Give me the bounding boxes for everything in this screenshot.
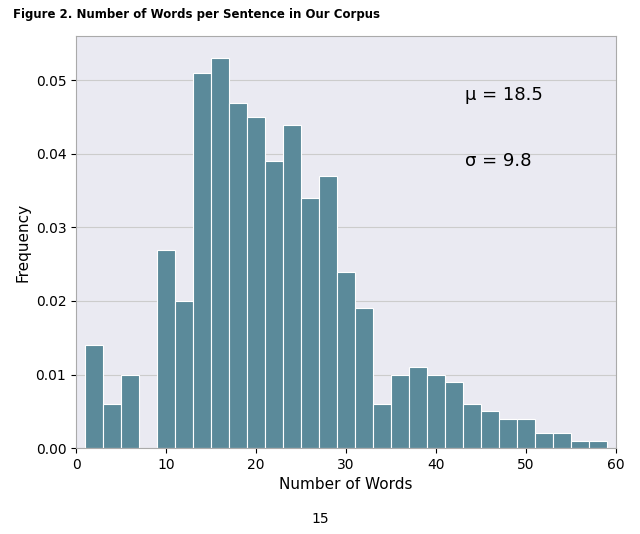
Bar <box>409 367 427 448</box>
Bar <box>211 58 229 448</box>
Bar <box>301 198 319 448</box>
Bar <box>265 161 283 448</box>
Bar <box>103 404 121 448</box>
Bar <box>445 382 463 448</box>
Bar <box>283 124 301 448</box>
Text: μ = 18.5: μ = 18.5 <box>465 86 543 104</box>
Text: Figure 2. Number of Words per Sentence in Our Corpus: Figure 2. Number of Words per Sentence i… <box>13 8 380 21</box>
Bar <box>499 419 517 448</box>
Bar <box>517 419 535 448</box>
Bar <box>157 249 175 448</box>
Bar <box>229 103 247 448</box>
Bar <box>391 374 409 448</box>
Bar <box>463 404 481 448</box>
Bar <box>373 404 391 448</box>
Bar <box>427 374 445 448</box>
Bar <box>193 73 211 448</box>
X-axis label: Number of Words: Number of Words <box>279 477 413 492</box>
Text: σ = 9.8: σ = 9.8 <box>465 152 531 170</box>
Bar <box>337 272 355 448</box>
Bar <box>535 433 553 448</box>
Bar <box>319 176 337 448</box>
Bar <box>571 441 589 448</box>
Bar <box>481 411 499 448</box>
Bar <box>121 374 139 448</box>
Bar <box>85 345 103 448</box>
Bar <box>175 301 193 448</box>
Bar <box>247 117 265 448</box>
Y-axis label: Frequency: Frequency <box>15 202 30 282</box>
Bar <box>553 433 571 448</box>
Bar <box>589 441 607 448</box>
Bar <box>355 308 373 448</box>
Text: 15: 15 <box>311 512 329 527</box>
